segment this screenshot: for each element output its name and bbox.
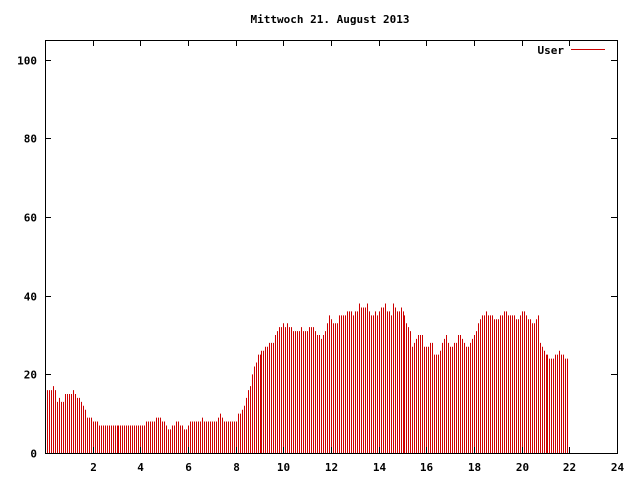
x-tick-label: 12 bbox=[325, 461, 338, 474]
y-tick-label: 20 bbox=[24, 369, 37, 382]
chart-title: Mittwoch 21. August 2013 bbox=[251, 13, 410, 26]
y-tick-label: 0 bbox=[30, 448, 37, 461]
x-tick-label: 20 bbox=[516, 461, 529, 474]
plot-frame bbox=[45, 40, 618, 454]
x-tick-label: 2 bbox=[90, 461, 97, 474]
x-tick-label: 6 bbox=[185, 461, 192, 474]
legend-label: User bbox=[538, 44, 565, 57]
x-tick-label: 10 bbox=[277, 461, 290, 474]
x-tick-label: 22 bbox=[563, 461, 576, 474]
y-tick-label: 40 bbox=[24, 291, 37, 304]
legend: User bbox=[538, 44, 605, 57]
y-axis: 0 20 40 60 80 100 bbox=[17, 55, 617, 461]
x-tick-label: 14 bbox=[373, 461, 387, 474]
x-tick-label: 16 bbox=[420, 461, 434, 474]
x-tick-label: 8 bbox=[233, 461, 240, 474]
x-tick-label: 18 bbox=[468, 461, 481, 474]
x-axis: 2 4 6 8 10 12 14 16 18 20 22 24 bbox=[90, 40, 624, 474]
x-tick-label: 24 bbox=[611, 461, 625, 474]
bars-layer bbox=[45, 303, 568, 453]
y-tick-label: 100 bbox=[17, 55, 37, 68]
y-tick-label: 60 bbox=[24, 212, 37, 225]
x-tick-label: 4 bbox=[137, 461, 144, 474]
y-tick-label: 80 bbox=[24, 133, 37, 146]
